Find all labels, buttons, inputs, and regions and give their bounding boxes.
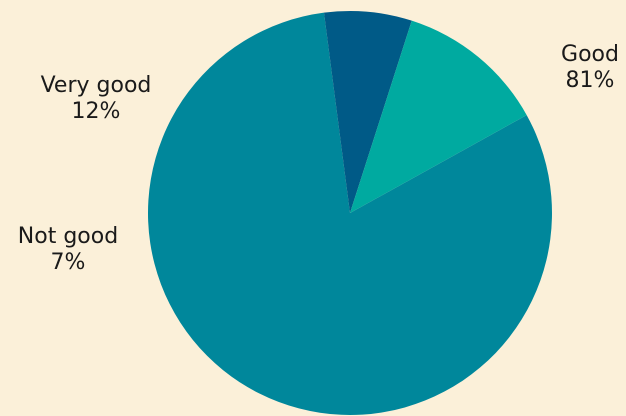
label-very-good-pct: 12%	[72, 99, 121, 124]
label-very-good: Very good 12%	[41, 73, 152, 124]
label-not-good: Not good 7%	[18, 224, 118, 275]
pie-slice-good	[147, 12, 552, 415]
pie-slice-very-good	[350, 20, 527, 214]
pie-slice-not-good	[323, 10, 412, 213]
label-not-good-name: Not good	[18, 224, 118, 249]
label-not-good-pct: 7%	[51, 250, 86, 275]
label-good: Good 81%	[561, 42, 619, 93]
pie-slices	[147, 10, 552, 415]
label-good-pct: 81%	[566, 68, 615, 93]
label-very-good-name: Very good	[41, 73, 152, 98]
label-good-name: Good	[561, 42, 619, 67]
